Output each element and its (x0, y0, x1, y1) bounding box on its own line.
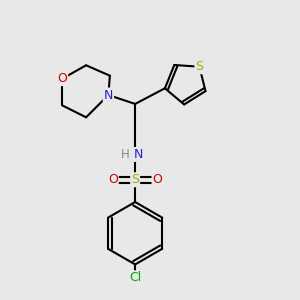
Text: O: O (57, 72, 67, 85)
Text: H: H (121, 148, 130, 161)
Text: Cl: Cl (129, 271, 141, 284)
Text: N: N (104, 88, 113, 101)
Text: S: S (131, 173, 139, 186)
Text: S: S (195, 60, 203, 73)
Text: O: O (108, 173, 118, 186)
Text: O: O (152, 173, 162, 186)
Text: N: N (134, 148, 143, 161)
